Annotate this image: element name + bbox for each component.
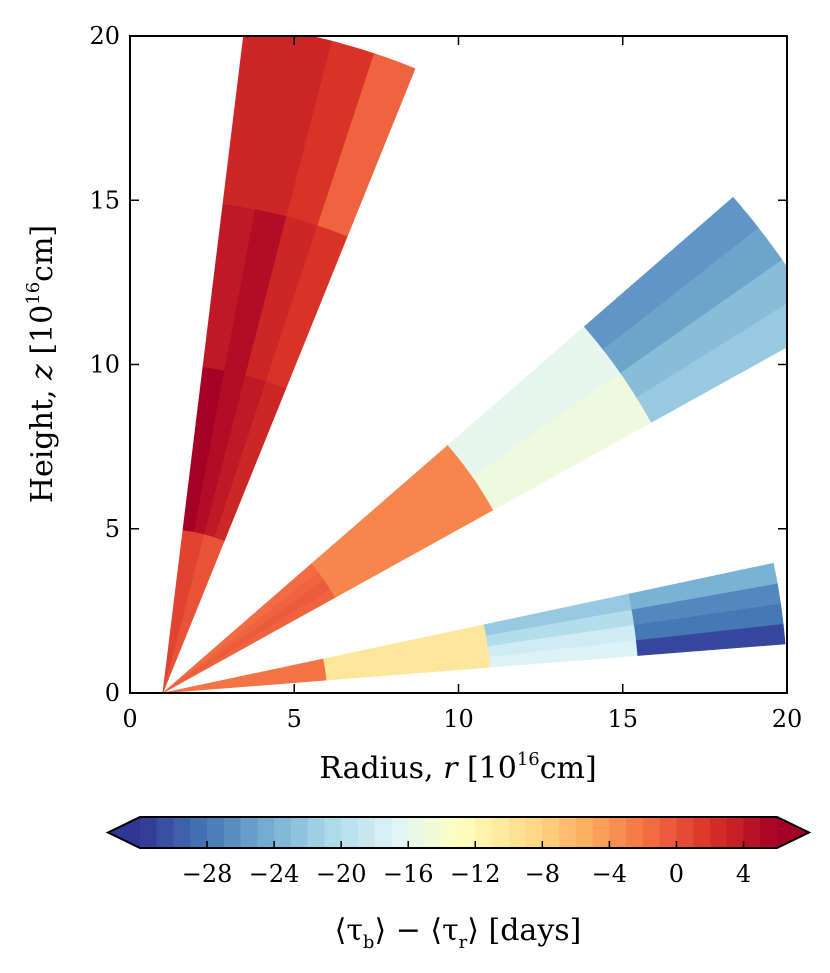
- wedge-shallow: [162, 562, 786, 693]
- colorbar-tick-label: −12: [450, 860, 501, 888]
- colorbar-segment: [240, 817, 258, 848]
- colorbar-segment: [173, 817, 191, 848]
- wedge-middle: [162, 196, 787, 693]
- colorbar-extend-high: [777, 817, 809, 848]
- colorbar-label: ⟨τb⟩ − ⟨τr⟩ [days]: [335, 913, 582, 953]
- x-ticks: 0 5 10 15 20: [122, 36, 802, 733]
- colorbar-tick-label: −8: [525, 860, 560, 888]
- colorbar-tick-label: −16: [383, 860, 434, 888]
- colorbar-segment: [357, 817, 376, 848]
- x-tick-label: 5: [287, 705, 302, 733]
- colorbar-segment: [374, 817, 393, 848]
- colorbar-segment: [693, 817, 711, 848]
- colorbar-segment: [659, 817, 678, 848]
- colorbar-segment: [726, 817, 745, 848]
- colorbar: [105, 816, 812, 849]
- colorbar-segment: [559, 817, 577, 848]
- colorbar-segment: [626, 817, 644, 848]
- colorbar-segment: [190, 817, 208, 848]
- colorbar-tick-label: −4: [592, 860, 627, 888]
- colorbar-segment: [492, 817, 510, 848]
- colorbar-segment: [223, 817, 242, 848]
- wedge-cell: [628, 562, 778, 610]
- x-tick-label: 20: [772, 705, 803, 733]
- colorbar-tick-label: −24: [249, 860, 300, 888]
- colorbar-segment: [424, 817, 443, 848]
- colorbar-segment: [592, 817, 610, 848]
- colorbar-segment: [475, 817, 493, 848]
- colorbar-segment: [760, 817, 778, 848]
- colorbar-segment: [609, 817, 627, 848]
- colorbar-outline: [105, 816, 812, 849]
- colorbar-tick-label: 0: [669, 860, 684, 888]
- y-tick-label: 5: [105, 515, 120, 543]
- colorbar-segment: [709, 817, 728, 848]
- x-tick-label: 10: [443, 705, 474, 733]
- colorbar-tick-label: 4: [736, 860, 751, 888]
- colorbar-segment: [575, 817, 594, 848]
- colorbar-segment: [324, 817, 342, 848]
- colorbar-segment: [156, 817, 175, 848]
- colorbar-extend-low: [108, 817, 140, 848]
- colorbar-segment: [207, 817, 225, 848]
- colorbar-segment: [441, 817, 460, 848]
- colorbar-segment: [458, 817, 476, 848]
- colorbar-segment: [274, 817, 292, 848]
- wedge-cell: [222, 36, 288, 210]
- colorbar-segment: [508, 817, 527, 848]
- colorbar-segment: [676, 817, 694, 848]
- colorbar-tick-label: −20: [316, 860, 367, 888]
- wedge-cell: [583, 196, 759, 350]
- colorbar-segment: [391, 817, 409, 848]
- x-axis-label: Radius, r [1016cm]: [319, 749, 596, 786]
- y-ticks: 0 5 10 15 20: [89, 22, 787, 707]
- colorbar-segment: [408, 817, 426, 848]
- colorbar-segment: [257, 817, 275, 848]
- colorbar-segment: [307, 817, 325, 848]
- wedge-layer: [162, 36, 787, 693]
- colorbar-segment: [542, 817, 560, 848]
- y-tick-label: 20: [89, 22, 120, 50]
- x-tick-label: 15: [607, 705, 638, 733]
- colorbar-segment: [525, 817, 543, 848]
- y-tick-label: 0: [105, 679, 120, 707]
- colorbar-segment: [140, 817, 158, 848]
- wedge-steep: [162, 36, 416, 693]
- y-tick-label: 10: [89, 351, 120, 379]
- colorbar-tick-label: −28: [182, 860, 233, 888]
- colorbar-segment: [341, 817, 359, 848]
- colorbar-ticks: −28 −24 −20 −16 −12 −8 −4 0 4: [182, 841, 751, 888]
- y-tick-label: 15: [89, 186, 120, 214]
- colorbar-segment: [743, 817, 761, 848]
- colorbar-segment: [290, 817, 309, 848]
- colorbar-segment: [642, 817, 661, 848]
- x-tick-label: 0: [122, 705, 137, 733]
- y-axis-label: Height, z [1016cm]: [23, 225, 60, 503]
